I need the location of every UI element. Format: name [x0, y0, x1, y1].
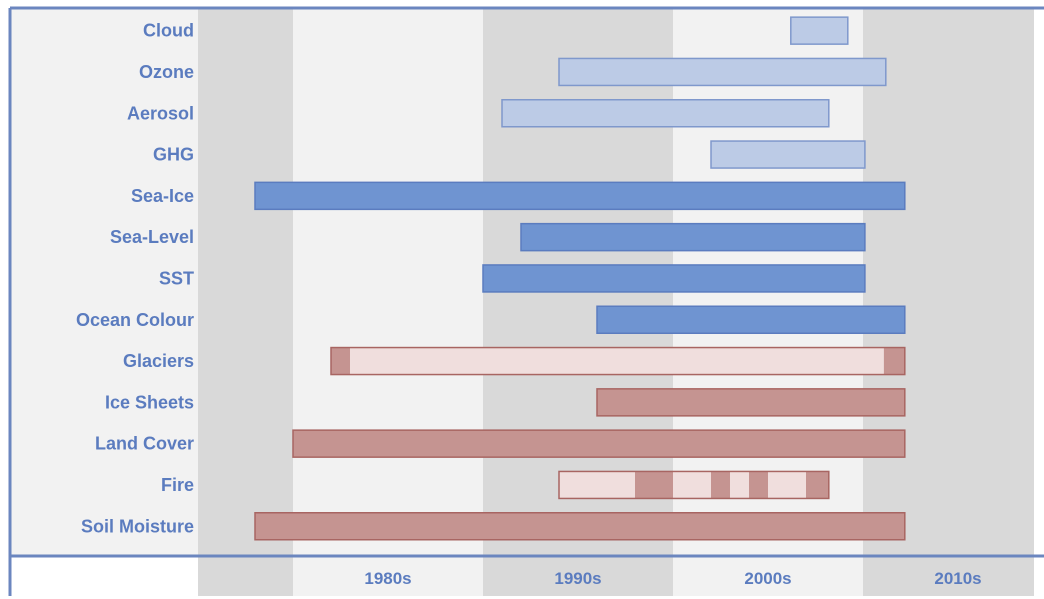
- bar-glaciers-segment-1: [350, 347, 884, 375]
- row-label-fire: Fire: [161, 475, 194, 495]
- row-label-soil-moisture: Soil Moisture: [81, 516, 194, 536]
- tick-label-1990s: 1990s: [554, 569, 601, 588]
- bar-outline-ice-sheets: [596, 388, 906, 417]
- bar-outline-sea-ice: [254, 181, 906, 211]
- chart-frame: [8, 6, 1044, 596]
- bar-outline-aerosol: [501, 99, 830, 128]
- row-label-sst: SST: [159, 268, 194, 288]
- bar-ocean-colour: [597, 306, 905, 334]
- bar-outline-sea-level: [520, 222, 866, 252]
- bar-ozone: [559, 58, 886, 86]
- timeline-bars: [254, 16, 906, 541]
- row-label-cloud: Cloud: [143, 21, 194, 41]
- bar-glaciers-segment-0: [331, 347, 350, 375]
- row-label-ghg: GHG: [153, 145, 194, 165]
- band-1: [293, 8, 483, 596]
- row-label-glaciers: Glaciers: [123, 351, 194, 371]
- bar-sst: [483, 264, 865, 292]
- row-label-aerosol: Aerosol: [127, 103, 194, 123]
- bar-fire-segment-3: [711, 471, 730, 499]
- row-label-sea-level: Sea-Level: [110, 227, 194, 247]
- tick-label-2010s: 2010s: [934, 569, 981, 588]
- bar-outline-cloud: [790, 16, 849, 45]
- tick-label-1980s: 1980s: [364, 569, 411, 588]
- row-label-ocean-colour: Ocean Colour: [76, 310, 194, 330]
- bar-fire-segment-7: [806, 471, 829, 499]
- row-label-sea-ice: Sea-Ice: [131, 186, 194, 206]
- bar-glaciers-segment-2: [883, 347, 905, 375]
- bar-outline-ocean-colour: [596, 305, 906, 334]
- bar-outline-land-cover: [292, 429, 906, 458]
- axis-label-area-blank: [10, 556, 198, 596]
- tick-label-2000s: 2000s: [744, 569, 791, 588]
- bar-fire-segment-1: [635, 471, 673, 499]
- row-label-land-cover: Land Cover: [95, 434, 194, 454]
- bar-outline-sst: [482, 264, 866, 293]
- bar-ghg: [711, 141, 865, 169]
- bar-cloud: [790, 17, 848, 45]
- bar-fire-segment-0: [559, 471, 635, 499]
- band-2: [483, 8, 673, 596]
- row-labels: Cloud Ozone Aerosol GHG Sea-Ice Sea-Level SST O…: [76, 21, 194, 537]
- bar-ice-sheets: [597, 388, 905, 416]
- bar-outline-fire: [558, 470, 830, 500]
- bar-fire-segment-6: [768, 471, 806, 499]
- bar-outline-ghg: [710, 140, 866, 169]
- x-axis-ticks: 1980s 1990s 2000s 2010s: [10, 556, 982, 596]
- bar-sea-ice: [255, 182, 905, 210]
- band-4: [863, 8, 1034, 596]
- bar-outline-soil-moisture: [254, 512, 906, 541]
- band-0: [198, 8, 293, 596]
- row-label-ozone: Ozone: [139, 62, 194, 82]
- bar-outline-glaciers: [330, 346, 906, 376]
- bar-fire-segment-4: [730, 471, 749, 499]
- bar-fire-segment-5: [749, 471, 768, 499]
- bar-soil-moisture: [255, 512, 905, 540]
- bar-aerosol: [502, 99, 829, 127]
- bar-fire-segment-2: [673, 471, 711, 499]
- row-label-ice-sheets: Ice Sheets: [105, 392, 194, 412]
- label-area-background: [10, 8, 198, 596]
- band-3: [673, 8, 863, 596]
- bar-sea-level: [521, 223, 865, 251]
- bar-outline-ozone: [558, 57, 887, 87]
- bar-land-cover: [293, 430, 905, 458]
